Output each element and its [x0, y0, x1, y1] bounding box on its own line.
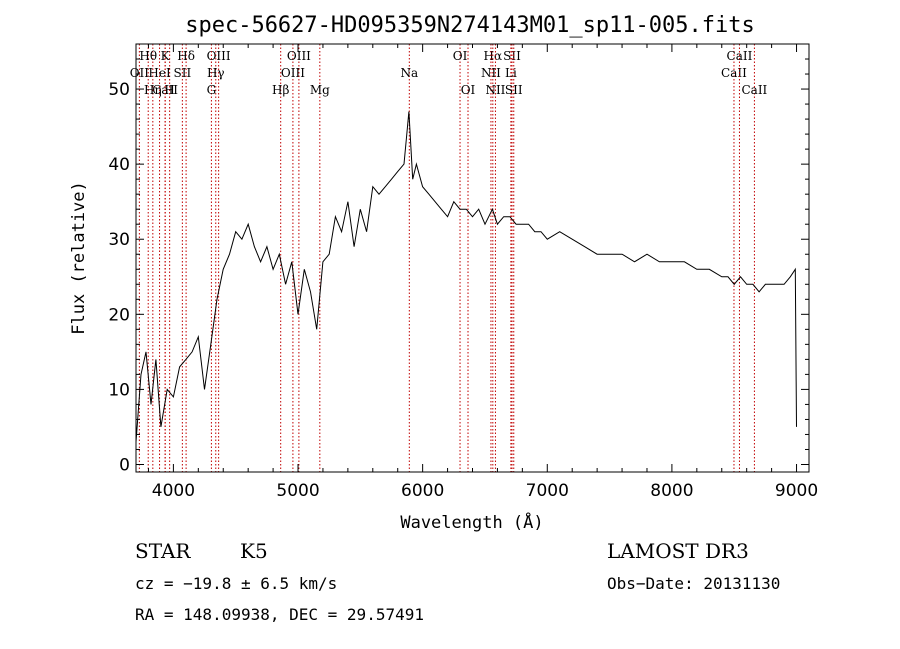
line-marker-label: Hα [484, 49, 503, 63]
y-tick-label: 10 [108, 380, 130, 400]
line-marker-label: SII [503, 49, 521, 63]
x-tick-label: 6000 [401, 481, 444, 501]
axis-ticks: 4000 5000 6000 7000 8000 9000 0 10 20 30 40 50 [108, 44, 818, 501]
object-subclass: K5 [240, 539, 268, 563]
survey-name: LAMOST DR3 [607, 539, 749, 563]
line-marker-label: OIII [287, 49, 311, 63]
line-marker-label: Mg [310, 83, 330, 97]
line-marker-label: SII [505, 83, 523, 97]
line-marker-label: H [164, 83, 174, 97]
line-marker-label: CaII [721, 66, 747, 80]
chart-title: spec-56627-HD095359N274143M01_sp11-005.f… [185, 13, 755, 38]
x-tick-label: 8000 [650, 481, 693, 501]
x-tick-label: 9000 [775, 481, 818, 501]
line-marker-label: Hη [144, 83, 162, 97]
y-axis-label: Flux (relative) [69, 181, 89, 335]
object-class: STAR [135, 539, 191, 563]
y-tick-label: 40 [108, 155, 130, 175]
ra-dec: RA = 148.09938, DEC = 29.57491 [135, 605, 424, 624]
y-tick-label: 0 [119, 455, 130, 475]
line-marker-label: Hγ [207, 66, 225, 80]
x-tick-label: 5000 [276, 481, 319, 501]
line-marker-label: Li [505, 66, 517, 80]
line-marker-label: OI [453, 49, 468, 63]
line-marker-label: Hβ [272, 83, 289, 97]
line-marker-label: Hθ [139, 49, 157, 63]
line-marker-label: Na [400, 66, 418, 80]
line-marker-label: CaII [727, 49, 753, 63]
obs-date: Obs−Date: 20131130 [607, 574, 780, 593]
spectrum-line [135, 111, 797, 443]
line-marker-label: HeI [148, 66, 171, 80]
redshift-value: cz = −19.8 ± 6.5 km/s [135, 574, 337, 593]
line-marker-label: NII [485, 83, 505, 97]
x-tick-label: 4000 [152, 481, 195, 501]
plot-frame [135, 43, 810, 473]
x-axis-label: Wavelength (Å) [400, 511, 543, 533]
line-marker-label: G [207, 83, 217, 97]
line-marker-label: NII [481, 66, 501, 80]
line-marker-label: OIII [281, 66, 305, 80]
line-marker-label: OI [461, 83, 476, 97]
line-marker-label: K [161, 49, 171, 63]
line-marker-label: Hδ [177, 49, 195, 63]
line-marker-label: CaII [741, 83, 767, 97]
x-tick-label: 7000 [526, 481, 569, 501]
line-marker-label: SII [174, 66, 192, 80]
line-marker-label: OIII [207, 49, 231, 63]
line-marker-label: OII [130, 66, 150, 80]
y-tick-label: 50 [108, 80, 130, 100]
y-tick-label: 30 [108, 230, 130, 250]
y-tick-label: 20 [108, 305, 130, 325]
